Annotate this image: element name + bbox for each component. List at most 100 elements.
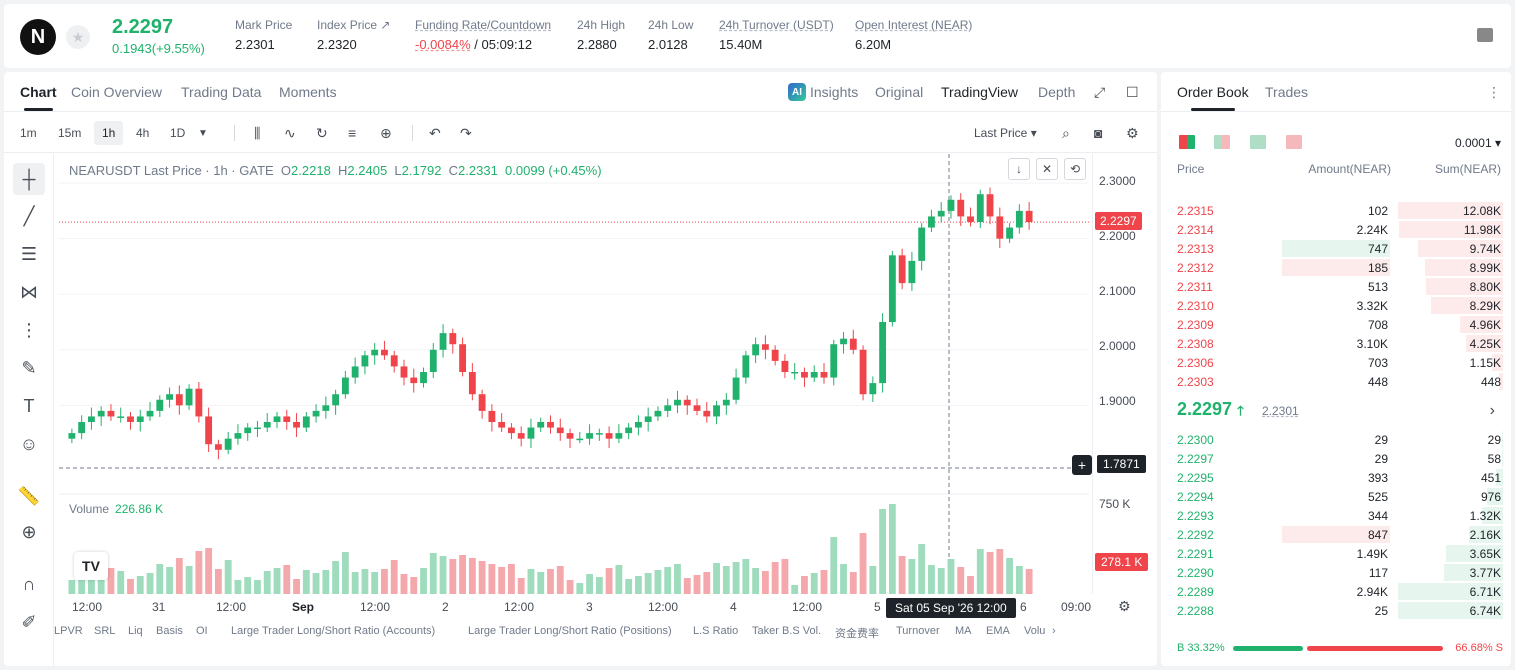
bid-row[interactable]: 2.2294 525 976 <box>1161 487 1511 506</box>
bid-row[interactable]: 2.2295 393 451 <box>1161 468 1511 487</box>
window-icon[interactable]: ☐ <box>1126 84 1139 100</box>
ask-row[interactable]: 2.2303 448 448 <box>1161 372 1511 391</box>
tab-trades[interactable]: Trades <box>1265 84 1309 100</box>
indicator-oi[interactable]: OI <box>196 625 208 637</box>
tf-1d[interactable]: 1D <box>170 126 186 140</box>
ask-row[interactable]: 2.2314 2.24K 11.98K <box>1161 220 1511 239</box>
tf-1m[interactable]: 1m <box>20 126 37 140</box>
collapse-icon[interactable]: ✕ <box>1036 158 1058 180</box>
ask-row[interactable]: 2.2309 708 4.96K <box>1161 315 1511 334</box>
bid-row[interactable]: 2.2297 29 58 <box>1161 449 1511 468</box>
indicator-turnover[interactable]: Turnover <box>896 625 940 637</box>
ask-row[interactable]: 2.2306 703 1.15K <box>1161 353 1511 372</box>
axis-settings-icon[interactable]: ⚙ <box>1118 598 1131 614</box>
ask-row[interactable]: 2.2312 185 8.99K <box>1161 258 1511 277</box>
emoji-tool-icon[interactable]: ☺ <box>19 433 39 454</box>
row-amount: 29 <box>1374 452 1388 466</box>
indicator-srl[interactable]: SRL <box>94 625 116 637</box>
tab-chart[interactable]: Chart <box>20 84 57 111</box>
scroll-right-icon[interactable]: › <box>1052 625 1056 637</box>
ask-row[interactable]: 2.2308 3.10K 4.25K <box>1161 334 1511 353</box>
tab-moments[interactable]: Moments <box>279 84 337 100</box>
ask-row[interactable]: 2.2310 3.32K 8.29K <box>1161 296 1511 315</box>
crosshair-tool-icon[interactable]: ┼ <box>13 163 45 195</box>
ai-insights-icon[interactable]: AI <box>788 83 806 101</box>
book-mode-bids-icon[interactable] <box>1250 135 1266 149</box>
candle-body <box>263 422 271 428</box>
indicator-liq[interactable]: Liq <box>128 625 143 637</box>
chevron-right-icon[interactable]: › <box>1489 402 1495 419</box>
view-original[interactable]: Original <box>875 84 924 100</box>
camera-icon[interactable]: ◙ <box>1094 125 1103 141</box>
indicator-volume[interactable]: Volu <box>1024 625 1046 637</box>
indicator-ema[interactable]: EMA <box>986 625 1010 637</box>
pencil-lock-icon[interactable]: ✐ <box>21 611 37 632</box>
templates-icon[interactable]: ≡ <box>348 125 357 141</box>
magnet-tool-icon[interactable]: ∩ <box>22 573 36 594</box>
precision-select[interactable]: 0.0001 ▾ <box>1454 136 1501 150</box>
horizontal-lines-tool-icon[interactable]: ☰ <box>20 243 38 264</box>
expand-icon[interactable]: ⤢ <box>1094 84 1106 100</box>
book-mode-split-icon[interactable] <box>1214 135 1230 149</box>
stat-index-price[interactable]: Index Price ↗ 2.2320 <box>317 18 391 52</box>
ask-row[interactable]: 2.2311 513 8.80K <box>1161 277 1511 296</box>
indicator-basis[interactable]: Basis <box>156 625 183 637</box>
book-mode-asks-icon[interactable] <box>1286 135 1302 149</box>
tab-trading-data[interactable]: Trading Data <box>181 84 262 100</box>
tf-4h[interactable]: 4h <box>136 126 150 140</box>
indicator-taker-vol[interactable]: Taker B.S Vol. <box>752 625 822 637</box>
text-tool-icon[interactable]: T <box>23 395 35 416</box>
tab-coin-overview[interactable]: Coin Overview <box>71 84 163 100</box>
timeframe-dropdown-icon[interactable]: ▼ <box>198 128 208 139</box>
add-indicator-icon[interactable]: ⊕ <box>380 125 392 141</box>
ask-row[interactable]: 2.2313 747 9.74K <box>1161 239 1511 258</box>
pattern-tool-icon[interactable]: ⋈ <box>20 281 38 302</box>
chart-toolbar: 1m 15m 1h 4h 1D ▼ ⫼ ∿ ↻ ≡ ⊕ ↶ ↷ Last Pri… <box>4 113 1157 153</box>
book-mode-both-icon[interactable] <box>1179 135 1195 149</box>
view-insights[interactable]: Insights <box>810 84 859 100</box>
bid-row[interactable]: 2.2300 29 29 <box>1161 430 1511 449</box>
price-axis[interactable] <box>1092 154 1157 594</box>
more-options-icon[interactable]: ⋮ <box>1487 84 1501 100</box>
search-icon[interactable]: ⌕ <box>1062 125 1070 141</box>
replay-icon[interactable]: ↻ <box>316 125 328 141</box>
undo-icon[interactable]: ↶ <box>429 125 441 141</box>
indicator-ls-accounts[interactable]: Large Trader Long/Short Ratio (Accounts) <box>231 625 436 637</box>
reset-view-icon[interactable]: ⟲ <box>1064 158 1086 180</box>
candle-type-icon[interactable]: ⫼ <box>254 125 261 141</box>
ruler-tool-icon[interactable]: 📏 <box>17 485 41 506</box>
indicator-lpvr[interactable]: LPVR <box>54 625 83 637</box>
favorite-star-icon[interactable]: ★ <box>66 25 90 49</box>
zoom-tool-icon[interactable]: ⊕ <box>21 521 37 542</box>
settings-gear-icon[interactable]: ⚙ <box>1126 125 1139 141</box>
price-type-select[interactable]: Last Price ▾ <box>974 126 1037 140</box>
bid-row[interactable]: 2.2290 117 3.77K <box>1161 563 1511 582</box>
tf-1h[interactable]: 1h <box>94 121 124 145</box>
indicator-funding-rate[interactable]: 资金费率 <box>835 628 879 640</box>
indicator-ls-ratio[interactable]: L.S Ratio <box>693 625 739 637</box>
candle-body <box>332 394 340 406</box>
bid-row[interactable]: 2.2292 847 2.16K <box>1161 525 1511 544</box>
view-tradingview[interactable]: TradingView <box>941 84 1019 100</box>
indicators-icon[interactable]: ∿ <box>284 125 296 141</box>
fib-tool-icon[interactable]: ⋮ <box>20 319 38 340</box>
bid-row[interactable]: 2.2288 25 6.74K <box>1161 601 1511 620</box>
volume-bar <box>820 570 828 594</box>
indicator-ma[interactable]: MA <box>955 625 972 637</box>
tf-15m[interactable]: 15m <box>58 126 82 140</box>
candle-body <box>68 433 76 439</box>
guide-book-icon[interactable] <box>1477 28 1493 42</box>
bid-row[interactable]: 2.2289 2.94K 6.71K <box>1161 582 1511 601</box>
brush-tool-icon[interactable]: ✎ <box>21 357 37 378</box>
bid-row[interactable]: 2.2291 1.49K 3.65K <box>1161 544 1511 563</box>
scroll-down-icon[interactable]: ↓ <box>1008 158 1030 180</box>
indicator-ls-positions[interactable]: Large Trader Long/Short Ratio (Positions… <box>468 625 672 637</box>
candlestick-chart[interactable] <box>59 154 1089 594</box>
redo-icon[interactable]: ↷ <box>460 125 472 141</box>
ask-row[interactable]: 2.2315 102 12.08K <box>1161 201 1511 220</box>
bid-row[interactable]: 2.2293 344 1.32K <box>1161 506 1511 525</box>
add-alert-icon[interactable]: + <box>1072 455 1092 475</box>
tab-order-book[interactable]: Order Book <box>1177 84 1249 111</box>
trendline-tool-icon[interactable]: ╱ <box>23 205 35 226</box>
view-depth[interactable]: Depth <box>1038 84 1076 100</box>
